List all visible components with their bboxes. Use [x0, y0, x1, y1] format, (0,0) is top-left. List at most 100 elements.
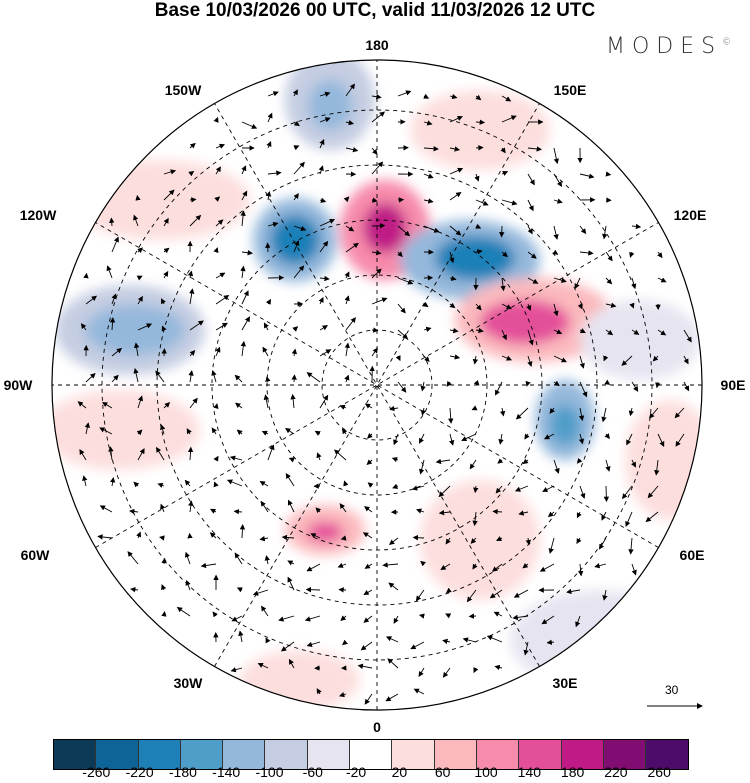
wind-arrow [264, 555, 270, 565]
logo-text: MODES [606, 34, 723, 59]
wind-arrow [579, 328, 586, 333]
wind-arrow [185, 579, 191, 591]
wind-arrow [318, 165, 324, 175]
wind-arrow [446, 380, 452, 387]
wind-arrow [449, 192, 462, 201]
wind-arrow [161, 584, 167, 591]
colorbar-tick-label: -60 [302, 764, 323, 780]
wind-arrow [366, 459, 373, 466]
wind-arrow [629, 302, 635, 309]
wind-arrow [345, 83, 355, 97]
wind-arrow [382, 562, 399, 568]
wind-arrow [501, 170, 509, 176]
wind-arrow [473, 485, 479, 494]
wind-arrow [189, 397, 198, 409]
wind-arrow [189, 288, 195, 305]
wind-arrow [161, 298, 166, 305]
wind-arrow [163, 189, 175, 201]
wind-arrow [475, 94, 482, 101]
wind-arrow [501, 115, 517, 123]
wind-arrow [445, 587, 452, 594]
wind-arrow [319, 325, 329, 331]
wind-arrow [259, 481, 269, 487]
wind-arrow [267, 91, 279, 97]
colorbar-tick-label: -220 [125, 764, 154, 780]
wind-arrow [189, 320, 204, 331]
anomaly-area [580, 300, 700, 380]
colorbar [53, 739, 690, 770]
wind-arrow [363, 615, 373, 623]
wind-arrow [423, 198, 434, 204]
wind-arrow [265, 376, 271, 383]
wind-arrow [367, 482, 374, 488]
wind-arrow [239, 524, 246, 539]
wind-arrow [475, 145, 484, 151]
wind-arrow [575, 615, 581, 628]
wind-arrow [241, 316, 250, 331]
wind-arrow [547, 511, 555, 518]
wind-arrow [316, 688, 322, 695]
wind-arrow [411, 485, 425, 491]
wind-arrow [462, 637, 477, 643]
wind-arrow [397, 90, 412, 97]
wind-arrow [393, 615, 399, 624]
wind-arrow [576, 457, 583, 464]
wind-arrow [241, 121, 258, 129]
wind-arrow [626, 433, 633, 446]
wind-arrow [234, 552, 243, 565]
wind-arrow [189, 142, 196, 149]
wind-arrow [290, 393, 296, 409]
wind-arrow [213, 116, 219, 123]
wind-arrow [674, 407, 685, 419]
wind-arrow [553, 147, 559, 165]
wind-arrow [80, 323, 87, 331]
anomaly-area [480, 300, 570, 344]
wind-arrow [163, 401, 171, 409]
wind-arrow [423, 120, 433, 126]
anomaly-area [625, 400, 702, 520]
wind-arrow [215, 219, 224, 227]
wind-arrow [314, 430, 321, 436]
wind-arrow [631, 329, 640, 335]
wind-arrow [631, 277, 637, 290]
wind-arrow [442, 638, 451, 645]
wind-arrow [267, 444, 275, 461]
wind-arrow [514, 485, 529, 492]
wind-arrow [654, 459, 660, 476]
wind-arrow [363, 589, 373, 596]
wind-arrow [501, 199, 518, 206]
meridian-label: 60E [679, 547, 705, 563]
wind-arrow [423, 146, 439, 152]
wind-arrow [367, 433, 373, 439]
wind-arrow [675, 433, 685, 447]
wind-arrow [189, 214, 202, 227]
wind-arrow [267, 112, 273, 123]
wind-arrow [109, 217, 115, 227]
colorbar-swatch [519, 740, 562, 769]
wind-arrow [161, 557, 167, 565]
wind-arrow [473, 379, 480, 386]
wind-arrow [449, 251, 455, 264]
wind-arrow [657, 433, 665, 448]
wind-arrow [388, 537, 399, 545]
wind-arrow [546, 639, 555, 645]
wind-arrow [111, 236, 119, 253]
wind-arrow [306, 641, 321, 648]
colorbar-swatch [646, 740, 689, 769]
wind-arrow [371, 161, 384, 175]
wind-arrow [319, 240, 329, 253]
wind-arrow [267, 221, 279, 228]
wind-arrow [500, 277, 506, 292]
meridian-label: 180 [365, 37, 389, 53]
wind-arrow [109, 317, 116, 331]
wind-arrow [287, 560, 295, 566]
wind-arrow [393, 433, 399, 446]
meridian-label: 90W [3, 377, 33, 393]
wind-arrow [338, 692, 347, 698]
wind-arrow [176, 606, 191, 617]
meridian-label: 120E [673, 207, 707, 223]
wind-arrow [631, 381, 639, 392]
wind-arrow [293, 145, 300, 151]
wind-arrow [474, 173, 480, 182]
meridian-label: 150E [553, 82, 587, 98]
